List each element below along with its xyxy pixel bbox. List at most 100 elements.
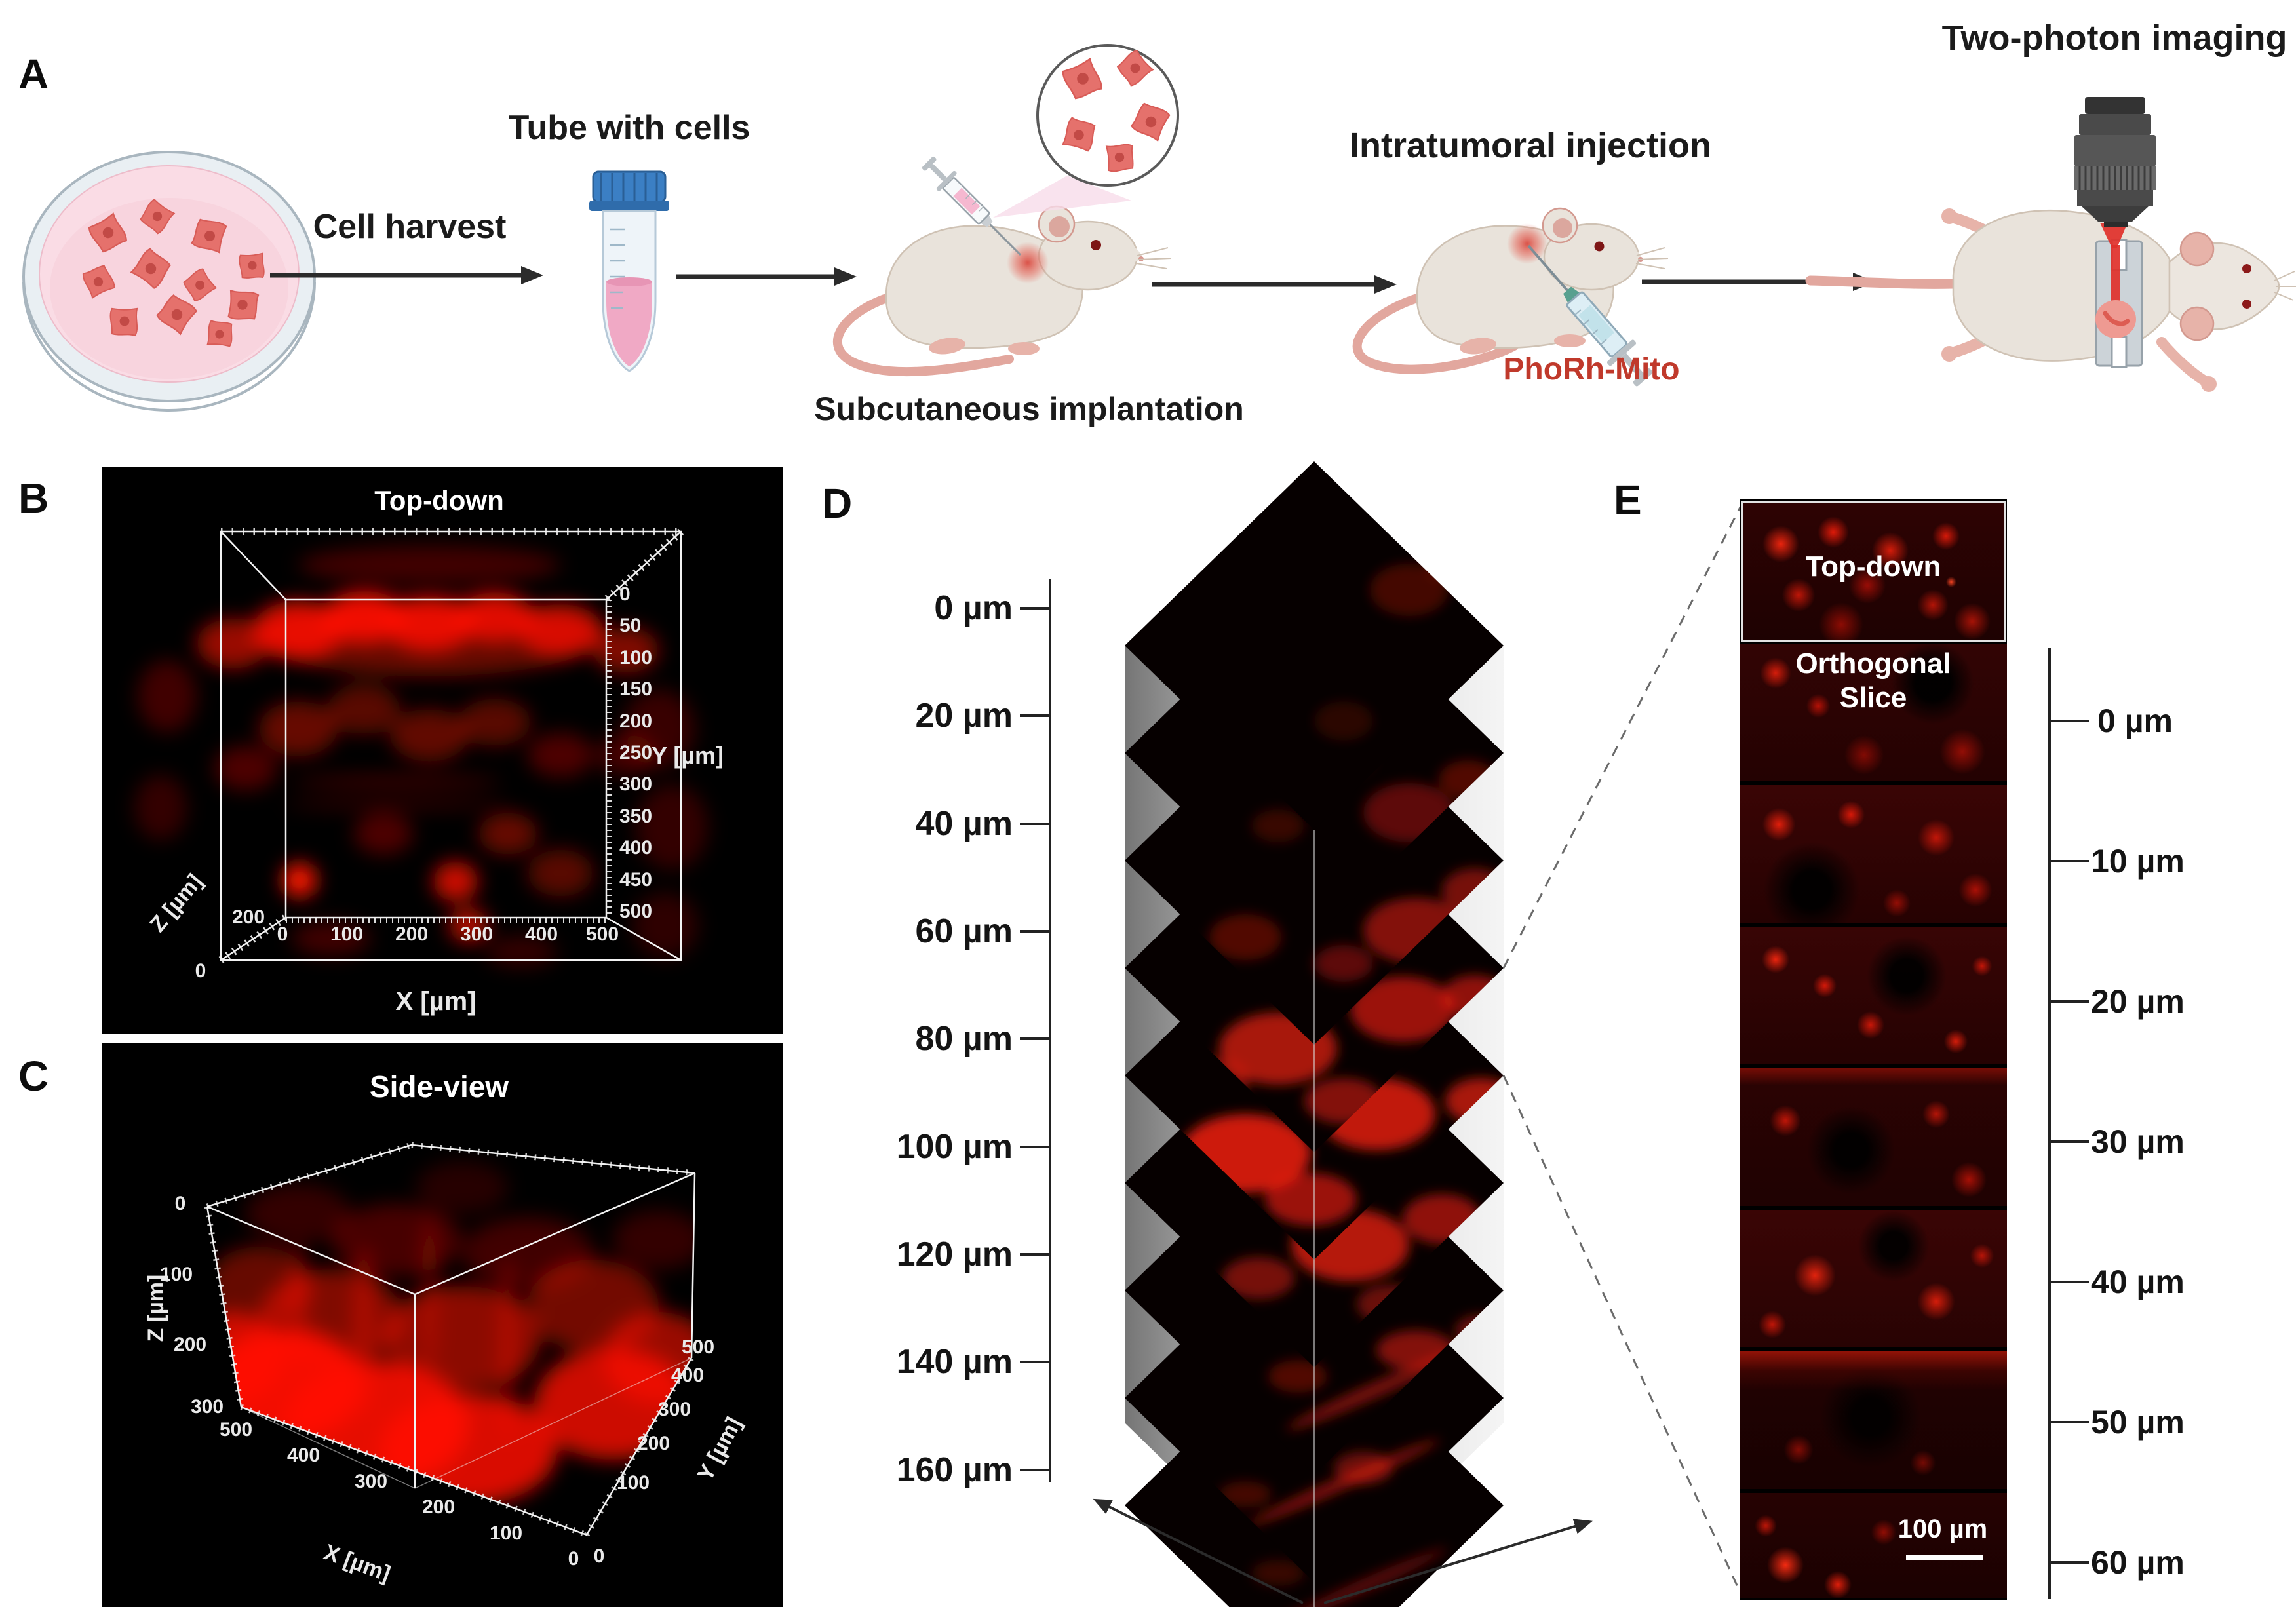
- panelE-depth-axis: [2048, 648, 2051, 1599]
- caption-cell-harvest: Cell harvest: [313, 208, 507, 246]
- panelC-xtick: 300: [354, 1471, 388, 1492]
- panelC-xtick: 0: [568, 1548, 579, 1570]
- panelB-ytick: 50: [619, 615, 642, 636]
- stack-slices: [1125, 461, 1504, 1607]
- panelB-fluorescence: [134, 545, 708, 967]
- panelD-tick: [1020, 714, 1050, 717]
- cells-inset-icon: [1036, 44, 1179, 187]
- panelB-ytick: 350: [619, 805, 653, 827]
- panelB-ytick: 300: [619, 773, 653, 795]
- panelD-depth-80: 80 µm: [915, 1020, 1013, 1058]
- panelB-ytick: 250: [619, 742, 653, 764]
- panelC-image: [102, 1043, 783, 1607]
- panelC-wireframe: [204, 1142, 696, 1538]
- panelC-fluorescence: [207, 1161, 695, 1505]
- panelC-xtick: 400: [286, 1444, 321, 1466]
- panelB-ytick: 500: [619, 900, 653, 922]
- panelD-tick: [1020, 1361, 1050, 1363]
- panelB-xtick: 400: [524, 923, 558, 945]
- panelC-ytick: 0: [593, 1545, 605, 1567]
- panelB-xtick: 500: [585, 923, 619, 945]
- tumor-spot: [2095, 300, 2136, 338]
- panelD-depth-20: 20 µm: [915, 697, 1013, 735]
- tumor-spot: [1507, 223, 1547, 264]
- panelC-ytick: 200: [636, 1433, 671, 1454]
- mouse-tail: [833, 290, 1014, 377]
- panelC-ytick: 100: [616, 1472, 650, 1494]
- panelE-depth-40: 40 µm: [2091, 1264, 2185, 1300]
- panelB-ytick: 450: [619, 869, 653, 891]
- panelC-ytick: 500: [681, 1336, 715, 1358]
- panelC-z-axis-label: Z [µm]: [144, 1274, 168, 1342]
- zoom-connector-bottom: [1502, 1075, 1742, 1595]
- objective-lens-icon: [2074, 97, 2156, 227]
- panelB-xtick: 100: [330, 923, 364, 945]
- petri-dish-icon: [22, 151, 316, 412]
- panelD-stack: [1093, 461, 1593, 1607]
- panelD-depth-60: 60 µm: [915, 912, 1013, 950]
- panelD-tick: [1020, 1146, 1050, 1148]
- mouse-tail: [1352, 294, 1519, 374]
- scale-bar: [1906, 1555, 1983, 1560]
- panelC-ztick: 300: [190, 1396, 224, 1418]
- zoom-connector-top: [1502, 505, 1742, 969]
- panelD-depth-160: 160 µm: [896, 1451, 1013, 1489]
- panelB-title: Top-down: [374, 485, 504, 516]
- laser-beam: [2111, 245, 2120, 311]
- panel-label-b: B: [18, 474, 49, 522]
- panelD-tick: [1020, 1253, 1050, 1256]
- panelE-tick: [2048, 860, 2089, 862]
- panelE-ortho-label-line2: Slice: [1839, 682, 1907, 714]
- panelE-ortho-slice-6: [1740, 1351, 2007, 1489]
- panelE-tick: [2048, 1000, 2089, 1003]
- panelD-tick: [1020, 823, 1050, 825]
- panelD-tick: [1020, 930, 1050, 933]
- panelC-ztick: 200: [173, 1334, 207, 1355]
- panelE-ortho-slice-2: [1740, 785, 2007, 923]
- panelD-depth-120: 120 µm: [896, 1235, 1013, 1273]
- panelD-tick: [1020, 1469, 1050, 1471]
- mouse-injection-icon: [1352, 207, 1669, 374]
- panel-label-d: D: [822, 480, 853, 527]
- panel-label-a: A: [18, 50, 49, 98]
- panelE-strip: [1740, 499, 2007, 1600]
- panelE-depth-20: 20 µm: [2091, 983, 2185, 1020]
- syringe-implant-icon: [922, 156, 1022, 256]
- panelD-depth-axis: [1049, 579, 1051, 1482]
- panelE-tick: [2048, 1561, 2089, 1564]
- panelE-tick: [2048, 1281, 2089, 1283]
- panelD-tick: [1020, 607, 1050, 610]
- panelB-xtick: 0: [277, 923, 288, 945]
- panelE-ortho-slice-4: [1740, 1068, 2007, 1206]
- scale-bar-label: 100 µm: [1897, 1515, 1988, 1543]
- panelB-y-axis-label: Y [µm]: [651, 742, 724, 769]
- caption-two-photon-imaging: Two-photon imaging: [1941, 18, 2287, 58]
- panelE-depth-10: 10 µm: [2091, 843, 2185, 880]
- panelD-depth-140: 140 µm: [896, 1343, 1013, 1381]
- stack-axis-arrow-left: [1093, 1498, 1304, 1604]
- panelB-ytick: 100: [619, 647, 653, 668]
- caption-intratumoral-injection: Intratumoral injection: [1349, 126, 1712, 165]
- panelB-ytick: 200: [619, 710, 653, 732]
- panelE-ortho-slice-1: [1740, 644, 2007, 781]
- panelC-xtick: 500: [219, 1419, 253, 1441]
- caption-subcutaneous-implantation: Subcutaneous implantation: [814, 391, 1244, 427]
- panelD-depth-40: 40 µm: [915, 805, 1013, 843]
- mouse-tail: [1805, 275, 1977, 289]
- panelD-depth-100: 100 µm: [896, 1128, 1013, 1166]
- caption-phorh-mito: PhoRh-Mito: [1503, 352, 1680, 387]
- panelB-ztick: 0: [195, 960, 206, 982]
- panelE-depth-60: 60 µm: [2091, 1544, 2185, 1581]
- panelE-tick: [2048, 1140, 2089, 1143]
- panelE-topdown-label: Top-down: [1805, 551, 1941, 583]
- panelB-x-axis-label: X [µm]: [395, 987, 477, 1016]
- panelC-ytick: 400: [671, 1365, 705, 1386]
- caption-tube-with-cells: Tube with cells: [508, 109, 750, 147]
- panelB-ytick: 400: [619, 837, 653, 859]
- panelB-ytick: 0: [619, 583, 631, 605]
- panelE-tick: [2048, 720, 2089, 722]
- panelC-xtick: 100: [489, 1522, 523, 1544]
- mouse-imaging-icon: [1805, 208, 2296, 392]
